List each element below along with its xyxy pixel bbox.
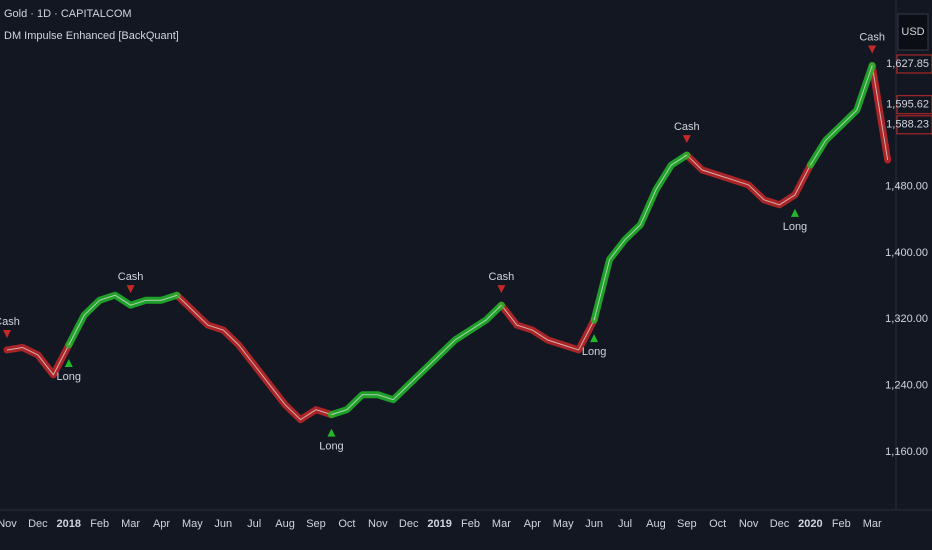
x-tick-label: Jul — [247, 518, 261, 530]
signal-arrow — [3, 329, 11, 338]
price-label-box — [896, 115, 932, 135]
x-tick-label: Sep — [306, 518, 326, 530]
signal-arrow — [790, 208, 799, 217]
price-line — [871, 65, 889, 161]
x-tick-label: Mar — [863, 518, 882, 530]
x-tick-label: Sep — [677, 518, 697, 530]
currency-box[interactable] — [897, 13, 929, 51]
x-tick-label: Jul — [618, 518, 632, 530]
signal-label: Cash — [118, 271, 144, 283]
x-tick-label: May — [182, 518, 203, 530]
price-label: 1,627.85 — [886, 58, 929, 70]
symbol-title: Gold · 1D · CAPITALCOM — [4, 8, 132, 20]
signal-label: Cash — [859, 31, 885, 43]
price-line — [331, 304, 502, 416]
x-tick-label: Dec — [770, 518, 790, 530]
price-label: 1,595.62 — [886, 99, 929, 111]
x-tick-label: Aug — [646, 518, 666, 530]
x-tick-label: Jun — [585, 518, 603, 530]
price-line — [6, 344, 70, 376]
x-tick-label: Mar — [492, 518, 511, 530]
x-tick-label: May — [553, 518, 574, 530]
price-label-box — [896, 54, 932, 74]
x-tick-label: Apr — [153, 518, 170, 530]
y-tick-label: 1,160.00 — [885, 446, 928, 458]
x-tick-label: Nov — [0, 518, 17, 530]
x-tick-label: Dec — [28, 518, 48, 530]
x-tick-label: Nov — [368, 518, 388, 530]
x-tick-label: Oct — [338, 518, 355, 530]
indicator-title: DM Impulse Enhanced [BackQuant] — [4, 30, 179, 42]
price-line — [176, 294, 332, 421]
signal-label: Long — [57, 371, 81, 383]
currency[interactable]: USD — [901, 26, 924, 38]
x-tick-label: Dec — [399, 518, 419, 530]
signal-arrow — [64, 358, 73, 367]
signal-arrow — [327, 428, 336, 437]
y-tick-label: 1,240.00 — [885, 380, 928, 392]
signal-label: Cash — [489, 271, 515, 283]
x-tick-label: Mar — [121, 518, 140, 530]
signal-arrow — [868, 45, 877, 54]
price-line — [809, 65, 873, 166]
x-tick-label: 2020 — [798, 518, 822, 530]
price-line — [593, 154, 688, 321]
y-tick-label: 1,480.00 — [885, 180, 928, 192]
x-tick-label: Feb — [90, 518, 109, 530]
x-tick-label: 2019 — [427, 518, 451, 530]
x-tick-label: Apr — [524, 518, 541, 530]
x-tick-label: Oct — [709, 518, 726, 530]
signal-label: Cash — [674, 121, 700, 133]
price-label: 1,588.23 — [886, 119, 929, 131]
price-line — [686, 154, 811, 206]
price-label-box — [896, 95, 932, 115]
signal-label: Long — [319, 441, 343, 453]
signal-arrow — [682, 135, 691, 144]
signal-label: Long — [783, 221, 807, 233]
y-tick-label: 1,320.00 — [885, 313, 928, 325]
x-tick-label: Aug — [275, 518, 295, 530]
signal-label: Cash — [0, 316, 20, 328]
price-line — [68, 294, 178, 346]
y-tick-label: 1,400.00 — [885, 247, 928, 259]
signal-arrow — [497, 285, 506, 294]
x-tick-label: Feb — [832, 518, 851, 530]
x-tick-label: Nov — [739, 518, 759, 530]
signal-arrow — [126, 285, 135, 294]
price-line — [501, 304, 595, 351]
x-tick-label: 2018 — [57, 518, 81, 530]
signal-arrow — [590, 334, 599, 343]
signal-label: Long — [582, 346, 606, 358]
x-tick-label: Jun — [214, 518, 232, 530]
x-tick-label: Feb — [461, 518, 480, 530]
